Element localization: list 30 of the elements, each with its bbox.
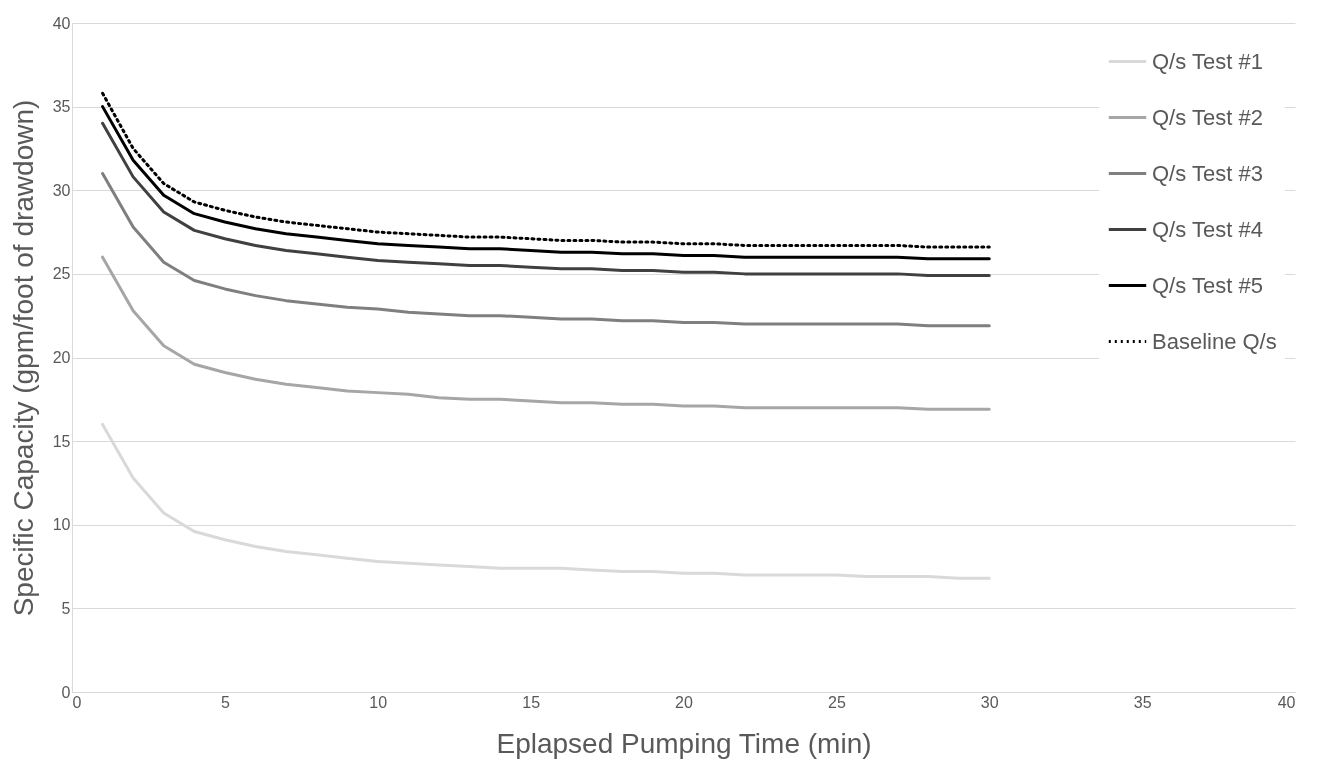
x-tick-label: 25 (827, 693, 846, 711)
y-tick-label: 25 (52, 265, 71, 283)
x-axis-title: Eplapsed Pumping Time (min) (496, 727, 872, 759)
y-tick-label: 35 (52, 98, 71, 116)
x-tick-label: 30 (980, 693, 999, 711)
x-tick-label: 20 (675, 693, 693, 711)
legend-label: Baseline Q/s (1152, 328, 1277, 354)
y-tick-label: 30 (52, 181, 71, 199)
legend-label: Q/s Test #5 (1152, 272, 1263, 298)
legend-label: Q/s Test #1 (1152, 48, 1263, 74)
legend-label: Q/s Test #2 (1152, 104, 1263, 130)
y-axis-title: Specific Capacity (gpm/foot of drawdown) (7, 99, 39, 617)
line-series (101, 121, 991, 278)
line-series (101, 172, 991, 328)
y-tick-label: 40 (52, 14, 71, 32)
y-tick-label: 5 (61, 599, 71, 617)
legend-label: Q/s Test #4 (1152, 216, 1263, 242)
y-tick-label: 15 (52, 432, 71, 450)
line-series (101, 255, 991, 411)
line-series (101, 91, 991, 249)
x-tick-label: 15 (522, 693, 541, 711)
line-series (101, 105, 991, 261)
y-tick-label: 20 (52, 349, 71, 366)
x-tick-label: 35 (1133, 693, 1152, 711)
x-tick-label: 40 (1277, 693, 1296, 711)
x-tick-label: 10 (369, 693, 388, 711)
x-tick-label: 5 (220, 693, 230, 711)
y-tick-label: 10 (52, 516, 71, 534)
x-tick-label: 0 (72, 693, 82, 711)
legend-label: Q/s Test #3 (1152, 160, 1263, 186)
